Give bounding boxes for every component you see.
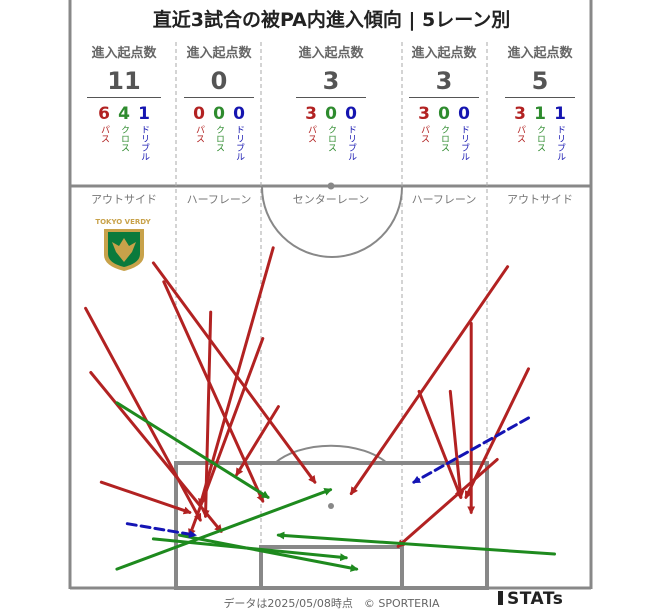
pass-arrow (396, 458, 499, 548)
pass-count: 6 (98, 104, 110, 124)
pass-arrow (198, 246, 275, 507)
cross-arrow (276, 531, 556, 556)
dribble-label: ドリブル (234, 125, 244, 161)
lane-name-halfspace-left: ハーフレーン (186, 193, 252, 206)
lane-divider (296, 97, 366, 98)
lane-header-halfspace-right: 進入起点数 3 3 パス 0 クロス 0 ドリブル (402, 42, 486, 161)
lane-name-halfspace-right: ハーフレーン (411, 193, 477, 206)
lane-total: 3 (322, 67, 340, 95)
brand-text: STATs (507, 589, 564, 609)
cross-label: クロス (535, 125, 545, 152)
goal-area (259, 545, 404, 590)
pass-count: 3 (514, 104, 526, 124)
lane-header-label: 進入起点数 (186, 46, 252, 61)
pass-label: パス (99, 125, 109, 143)
cross-arrow (115, 488, 333, 571)
lane-header-center: 進入起点数 3 3 パス 0 クロス 0 ドリブル (283, 42, 379, 161)
lane-name-outside-left: アウトサイド (91, 193, 157, 206)
lane-header-outside-right: 進入起点数 5 3 パス 1 クロス 1 ドリブル (492, 42, 588, 161)
lane-header-label: 進入起点数 (91, 46, 157, 61)
penalty-area (174, 461, 489, 590)
lane-name-outside-right: アウトサイド (507, 193, 573, 206)
pass-label: パス (306, 125, 316, 143)
cross-label: クロス (326, 125, 336, 152)
lane-header-halfspace-left: 進入起点数 0 0 パス 0 クロス 0 ドリブル (177, 42, 261, 161)
dribble-label: ドリブル (139, 125, 149, 161)
lane-divider (184, 97, 254, 98)
chart-title: 直近3試合の被PA内進入傾向 | 5レーン別 (152, 9, 511, 31)
cross-count: 0 (325, 104, 337, 124)
dribble-label: ドリブル (459, 125, 469, 161)
lane-total: 11 (107, 67, 141, 95)
pass-count: 3 (305, 104, 317, 124)
pass-arrow (448, 389, 465, 500)
lane-total: 3 (435, 67, 453, 95)
dribble-arrow (125, 522, 197, 539)
brand-mark-icon (498, 591, 503, 605)
lane-header-label: 進入起点数 (298, 46, 364, 61)
dribble-label: ドリブル (555, 125, 565, 161)
lane-divider (505, 97, 575, 98)
lane-header-outside-left: 進入起点数 11 6 パス 4 クロス 1 ドリブル (78, 42, 170, 161)
lane-breakdown: 3 パス 0 クロス 0 ドリブル (283, 104, 379, 161)
lane-header-label: 進入起点数 (507, 46, 573, 61)
lane-total: 5 (531, 67, 549, 95)
center-circle (261, 186, 403, 258)
lane-header-label: 進入起点数 (411, 46, 477, 61)
pass-arrow (99, 480, 192, 515)
lane-breakdown: 3 パス 0 クロス 0 ドリブル (402, 104, 486, 161)
lane-total: 0 (210, 67, 228, 95)
brand-logo: STATs (498, 589, 563, 609)
cross-label: クロス (119, 125, 129, 152)
cross-label: クロス (439, 125, 449, 152)
dribble-count: 1 (554, 104, 566, 124)
cross-count: 0 (438, 104, 450, 124)
arrow-layer (84, 246, 556, 572)
dribble-count: 0 (458, 104, 470, 124)
lane-breakdown: 0 パス 0 クロス 0 ドリブル (177, 104, 261, 161)
cross-arrow (115, 401, 270, 499)
penalty-spot (328, 503, 334, 509)
pass-arrow (349, 265, 510, 496)
pass-arrow (162, 280, 265, 503)
lane-breakdown: 3 パス 1 クロス 1 ドリブル (492, 104, 588, 161)
pass-count: 3 (418, 104, 430, 124)
team-logo-text: TOKYO VERDY (95, 218, 151, 226)
pass-label: パス (515, 125, 525, 143)
dribble-label: ドリブル (346, 125, 356, 161)
lane-divider (87, 97, 161, 98)
lane-divider (409, 97, 479, 98)
dribble-arrow (412, 416, 530, 484)
pass-count: 0 (193, 104, 205, 124)
cross-arrow (177, 533, 359, 572)
pass-arrow (235, 405, 280, 477)
dribble-count: 1 (138, 104, 150, 124)
pass-arrow (151, 261, 317, 484)
lane-name-center: センターレーン (292, 193, 370, 206)
pass-arrow (417, 389, 463, 500)
lane-breakdown: 6 パス 4 クロス 1 ドリブル (78, 104, 170, 161)
team-logo: TOKYO VERDY (95, 218, 152, 271)
cross-label: クロス (214, 125, 224, 152)
pass-label: パス (419, 125, 429, 143)
footer-note: データは2025/05/08時点 © SPORTERIA (223, 597, 440, 610)
pass-arrow (188, 337, 265, 537)
cross-count: 4 (118, 104, 130, 124)
pass-arrow (84, 306, 202, 522)
center-spot (327, 182, 335, 190)
dribble-count: 0 (233, 104, 245, 124)
cross-count: 0 (213, 104, 225, 124)
cross-count: 1 (534, 104, 546, 124)
pass-label: パス (194, 125, 204, 143)
dribble-count: 0 (345, 104, 357, 124)
penalty-arc (274, 444, 388, 464)
